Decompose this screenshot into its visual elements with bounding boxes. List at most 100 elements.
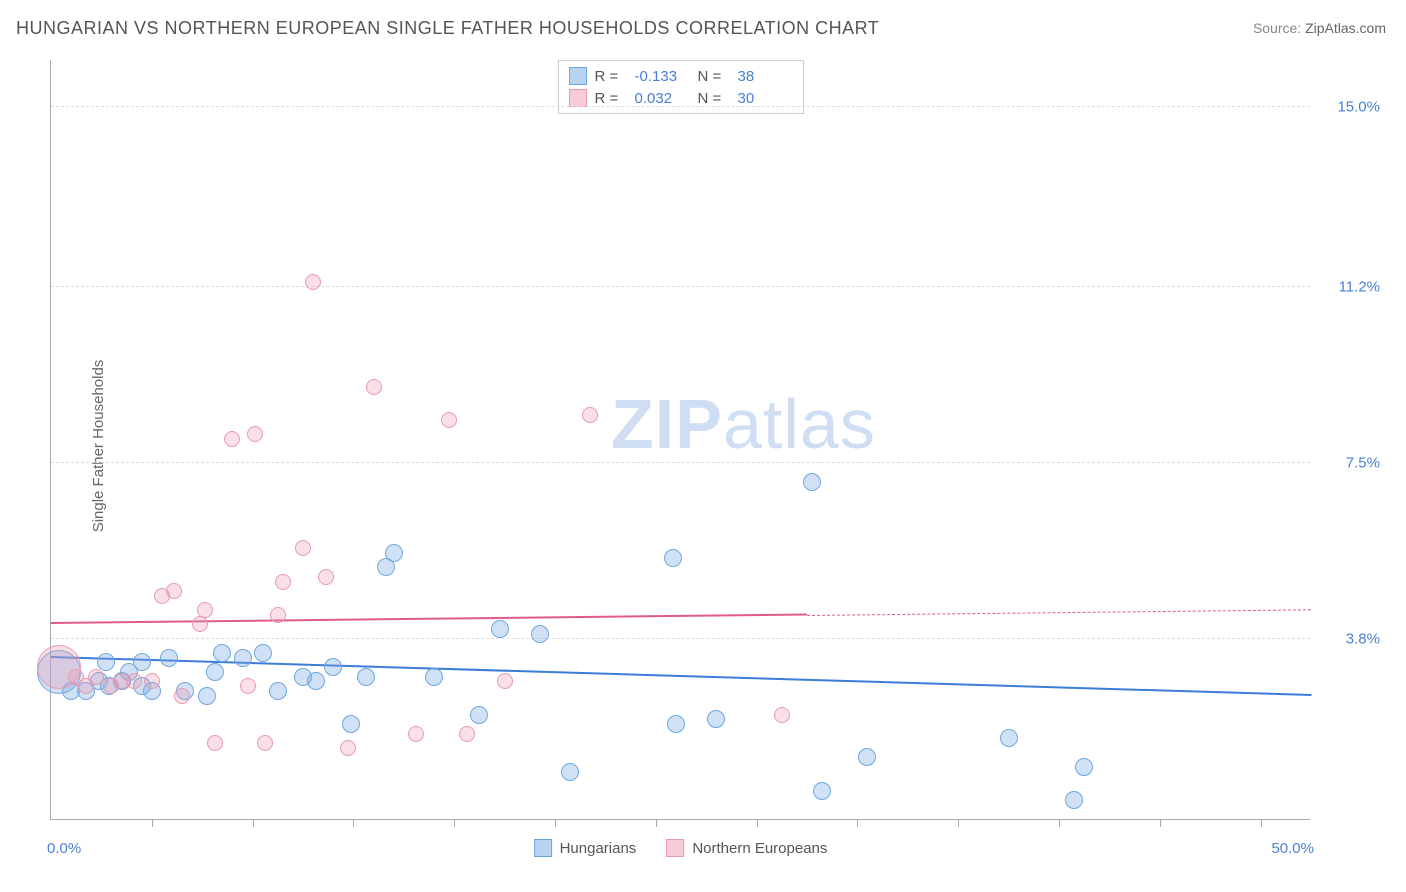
x-axis-min-label: 0.0% <box>47 840 81 857</box>
data-point <box>305 274 321 290</box>
watermark-rest: atlas <box>723 385 876 463</box>
y-tick-label: 7.5% <box>1320 454 1380 471</box>
data-point <box>1075 758 1093 776</box>
data-point <box>385 544 403 562</box>
data-point <box>531 625 549 643</box>
x-tick <box>353 819 354 827</box>
gridline <box>51 462 1310 463</box>
data-point <box>166 583 182 599</box>
legend-n-label: N = <box>698 90 730 107</box>
data-point <box>324 658 342 676</box>
legend-swatch-0 <box>569 67 587 85</box>
data-point <box>240 678 256 694</box>
data-point <box>270 607 286 623</box>
data-point <box>459 726 475 742</box>
gridline <box>51 286 1310 287</box>
legend-r-value-0: -0.133 <box>635 68 690 85</box>
y-tick-label: 3.8% <box>1320 630 1380 647</box>
data-point <box>425 668 443 686</box>
data-point <box>366 379 382 395</box>
x-axis-max-label: 50.0% <box>1271 840 1314 857</box>
data-point <box>561 763 579 781</box>
data-point <box>582 407 598 423</box>
data-point <box>174 688 190 704</box>
x-tick <box>1160 819 1161 827</box>
data-point <box>247 426 263 442</box>
data-point <box>234 649 252 667</box>
trend-line <box>51 614 807 625</box>
x-tick <box>454 819 455 827</box>
legend-swatch-1 <box>569 89 587 107</box>
data-point <box>133 653 151 671</box>
data-point <box>198 687 216 705</box>
data-point <box>275 574 291 590</box>
legend-r-label: R = <box>595 68 627 85</box>
gridline <box>51 106 1310 107</box>
data-point <box>254 644 272 662</box>
data-point <box>813 782 831 800</box>
data-point <box>257 735 273 751</box>
data-point <box>88 669 104 685</box>
legend-item-1: Northern Europeans <box>666 839 827 857</box>
data-point <box>441 412 457 428</box>
plot-area: ZIPatlas R = -0.133 N = 38 R = 0.032 N =… <box>50 60 1310 820</box>
data-point <box>144 673 160 689</box>
gridline <box>51 638 1310 639</box>
data-point <box>318 569 334 585</box>
source-label: Source: <box>1253 20 1301 36</box>
data-point <box>307 672 325 690</box>
x-tick <box>253 819 254 827</box>
legend-label-1: Northern Europeans <box>692 840 827 857</box>
legend-n-value-1: 30 <box>738 90 793 107</box>
legend-n-label: N = <box>698 68 730 85</box>
data-point <box>192 616 208 632</box>
data-point <box>470 706 488 724</box>
legend-label-0: Hungarians <box>560 840 637 857</box>
data-point <box>269 682 287 700</box>
y-tick-label: 15.0% <box>1320 98 1380 115</box>
x-tick <box>656 819 657 827</box>
legend-swatch-0-b <box>534 839 552 857</box>
legend-swatch-1-b <box>666 839 684 857</box>
legend-item-0: Hungarians <box>534 839 637 857</box>
y-tick-label: 11.2% <box>1320 279 1380 296</box>
x-tick <box>958 819 959 827</box>
x-tick <box>757 819 758 827</box>
watermark-bold: ZIP <box>611 385 723 463</box>
data-point <box>408 726 424 742</box>
legend-n-value-0: 38 <box>738 68 793 85</box>
x-tick <box>1059 819 1060 827</box>
data-point <box>1065 791 1083 809</box>
data-point <box>295 540 311 556</box>
data-point <box>160 649 178 667</box>
x-tick <box>555 819 556 827</box>
data-point <box>667 715 685 733</box>
data-point <box>858 748 876 766</box>
data-point <box>357 668 375 686</box>
source-value: ZipAtlas.com <box>1305 20 1386 36</box>
chart-title: HUNGARIAN VS NORTHERN EUROPEAN SINGLE FA… <box>16 18 879 39</box>
data-point <box>491 620 509 638</box>
data-point <box>197 602 213 618</box>
legend-stats-row-0: R = -0.133 N = 38 <box>569 65 793 87</box>
data-point <box>1000 729 1018 747</box>
x-tick <box>1261 819 1262 827</box>
data-point <box>340 740 356 756</box>
watermark: ZIPatlas <box>611 384 876 464</box>
data-point <box>206 663 224 681</box>
data-point <box>774 707 790 723</box>
data-point <box>664 549 682 567</box>
legend-r-value-1: 0.032 <box>635 90 690 107</box>
x-tick <box>152 819 153 827</box>
data-point <box>497 673 513 689</box>
data-point <box>207 735 223 751</box>
trend-line-dashed <box>807 609 1311 616</box>
data-point <box>707 710 725 728</box>
legend-r-label: R = <box>595 90 627 107</box>
data-point <box>224 431 240 447</box>
data-point <box>213 644 231 662</box>
x-tick <box>857 819 858 827</box>
legend-series: Hungarians Northern Europeans <box>534 839 828 857</box>
data-point <box>126 673 142 689</box>
source-attribution: Source: ZipAtlas.com <box>1253 20 1386 36</box>
